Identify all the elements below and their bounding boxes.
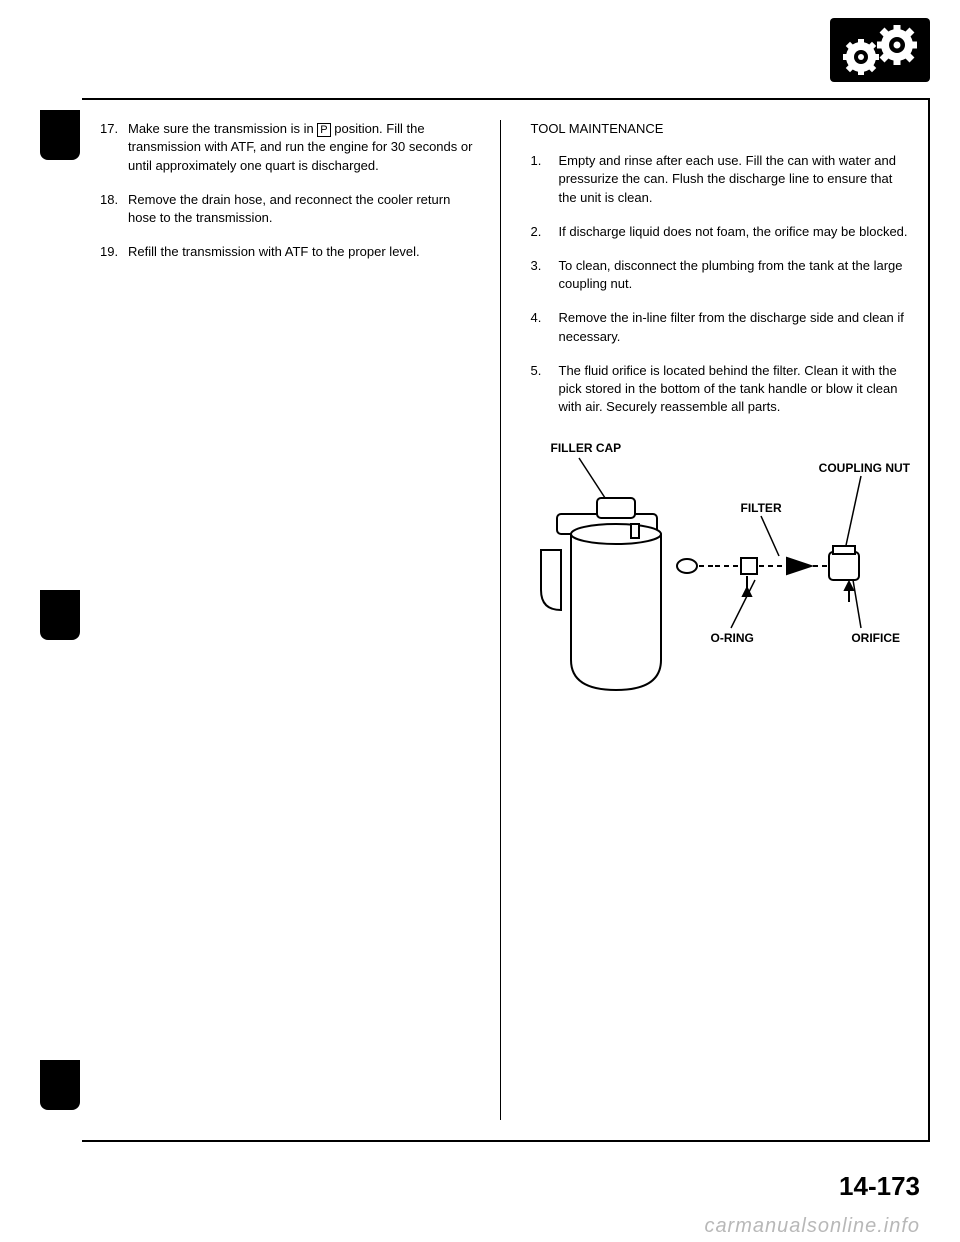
page-tab-mid <box>40 590 80 640</box>
tool-diagram-svg <box>531 440 911 700</box>
step-text: The fluid orifice is located behind the … <box>559 362 911 417</box>
step-item: 5.The fluid orifice is located behind th… <box>531 362 911 417</box>
step-text: To clean, disconnect the plumbing from t… <box>559 257 911 293</box>
page-number: 14-173 <box>839 1171 920 1202</box>
step-item: 3.To clean, disconnect the plumbing from… <box>531 257 911 293</box>
step-text: If discharge liquid does not foam, the o… <box>559 223 911 241</box>
step-number: 19. <box>100 243 128 261</box>
page-content: 17. Make sure the transmission is in P p… <box>100 120 910 1120</box>
step-text: Remove the drain hose, and reconnect the… <box>128 191 480 227</box>
page-tab-bottom <box>40 1060 80 1110</box>
page-tab-top <box>40 110 80 160</box>
manufacturer-logo-icon <box>830 18 930 82</box>
step-item: 18. Remove the drain hose, and reconnect… <box>100 191 480 227</box>
step-item: 4.Remove the in-line filter from the dis… <box>531 309 911 345</box>
step-text: Refill the transmission with ATF to the … <box>128 243 480 261</box>
step-number: 2. <box>531 223 559 241</box>
step-item: 1.Empty and rinse after each use. Fill t… <box>531 152 911 207</box>
step-item: 17. Make sure the transmission is in P p… <box>100 120 480 175</box>
section-heading: TOOL MAINTENANCE <box>531 120 911 138</box>
left-step-list: 17. Make sure the transmission is in P p… <box>100 120 480 261</box>
step-text: Remove the in-line filter from the disch… <box>559 309 911 345</box>
step-item: 19. Refill the transmission with ATF to … <box>100 243 480 261</box>
step-number: 3. <box>531 257 559 293</box>
step-number: 5. <box>531 362 559 417</box>
right-step-list: 1.Empty and rinse after each use. Fill t… <box>531 152 911 416</box>
watermark-text: carmanualsonline.info <box>704 1215 920 1238</box>
step-number: 18. <box>100 191 128 227</box>
step-text: Make sure the transmission is in P posit… <box>128 120 480 175</box>
step-item: 2.If discharge liquid does not foam, the… <box>531 223 911 241</box>
tool-diagram: FILLER CAP COUPLING NUT FILTER O-RING OR… <box>531 440 911 720</box>
gear-position-box: P <box>317 123 330 137</box>
step-text: Empty and rinse after each use. Fill the… <box>559 152 911 207</box>
step-number: 17. <box>100 120 128 175</box>
left-column: 17. Make sure the transmission is in P p… <box>100 120 501 1120</box>
right-column: TOOL MAINTENANCE 1.Empty and rinse after… <box>521 120 911 1120</box>
step-number: 4. <box>531 309 559 345</box>
step-number: 1. <box>531 152 559 207</box>
